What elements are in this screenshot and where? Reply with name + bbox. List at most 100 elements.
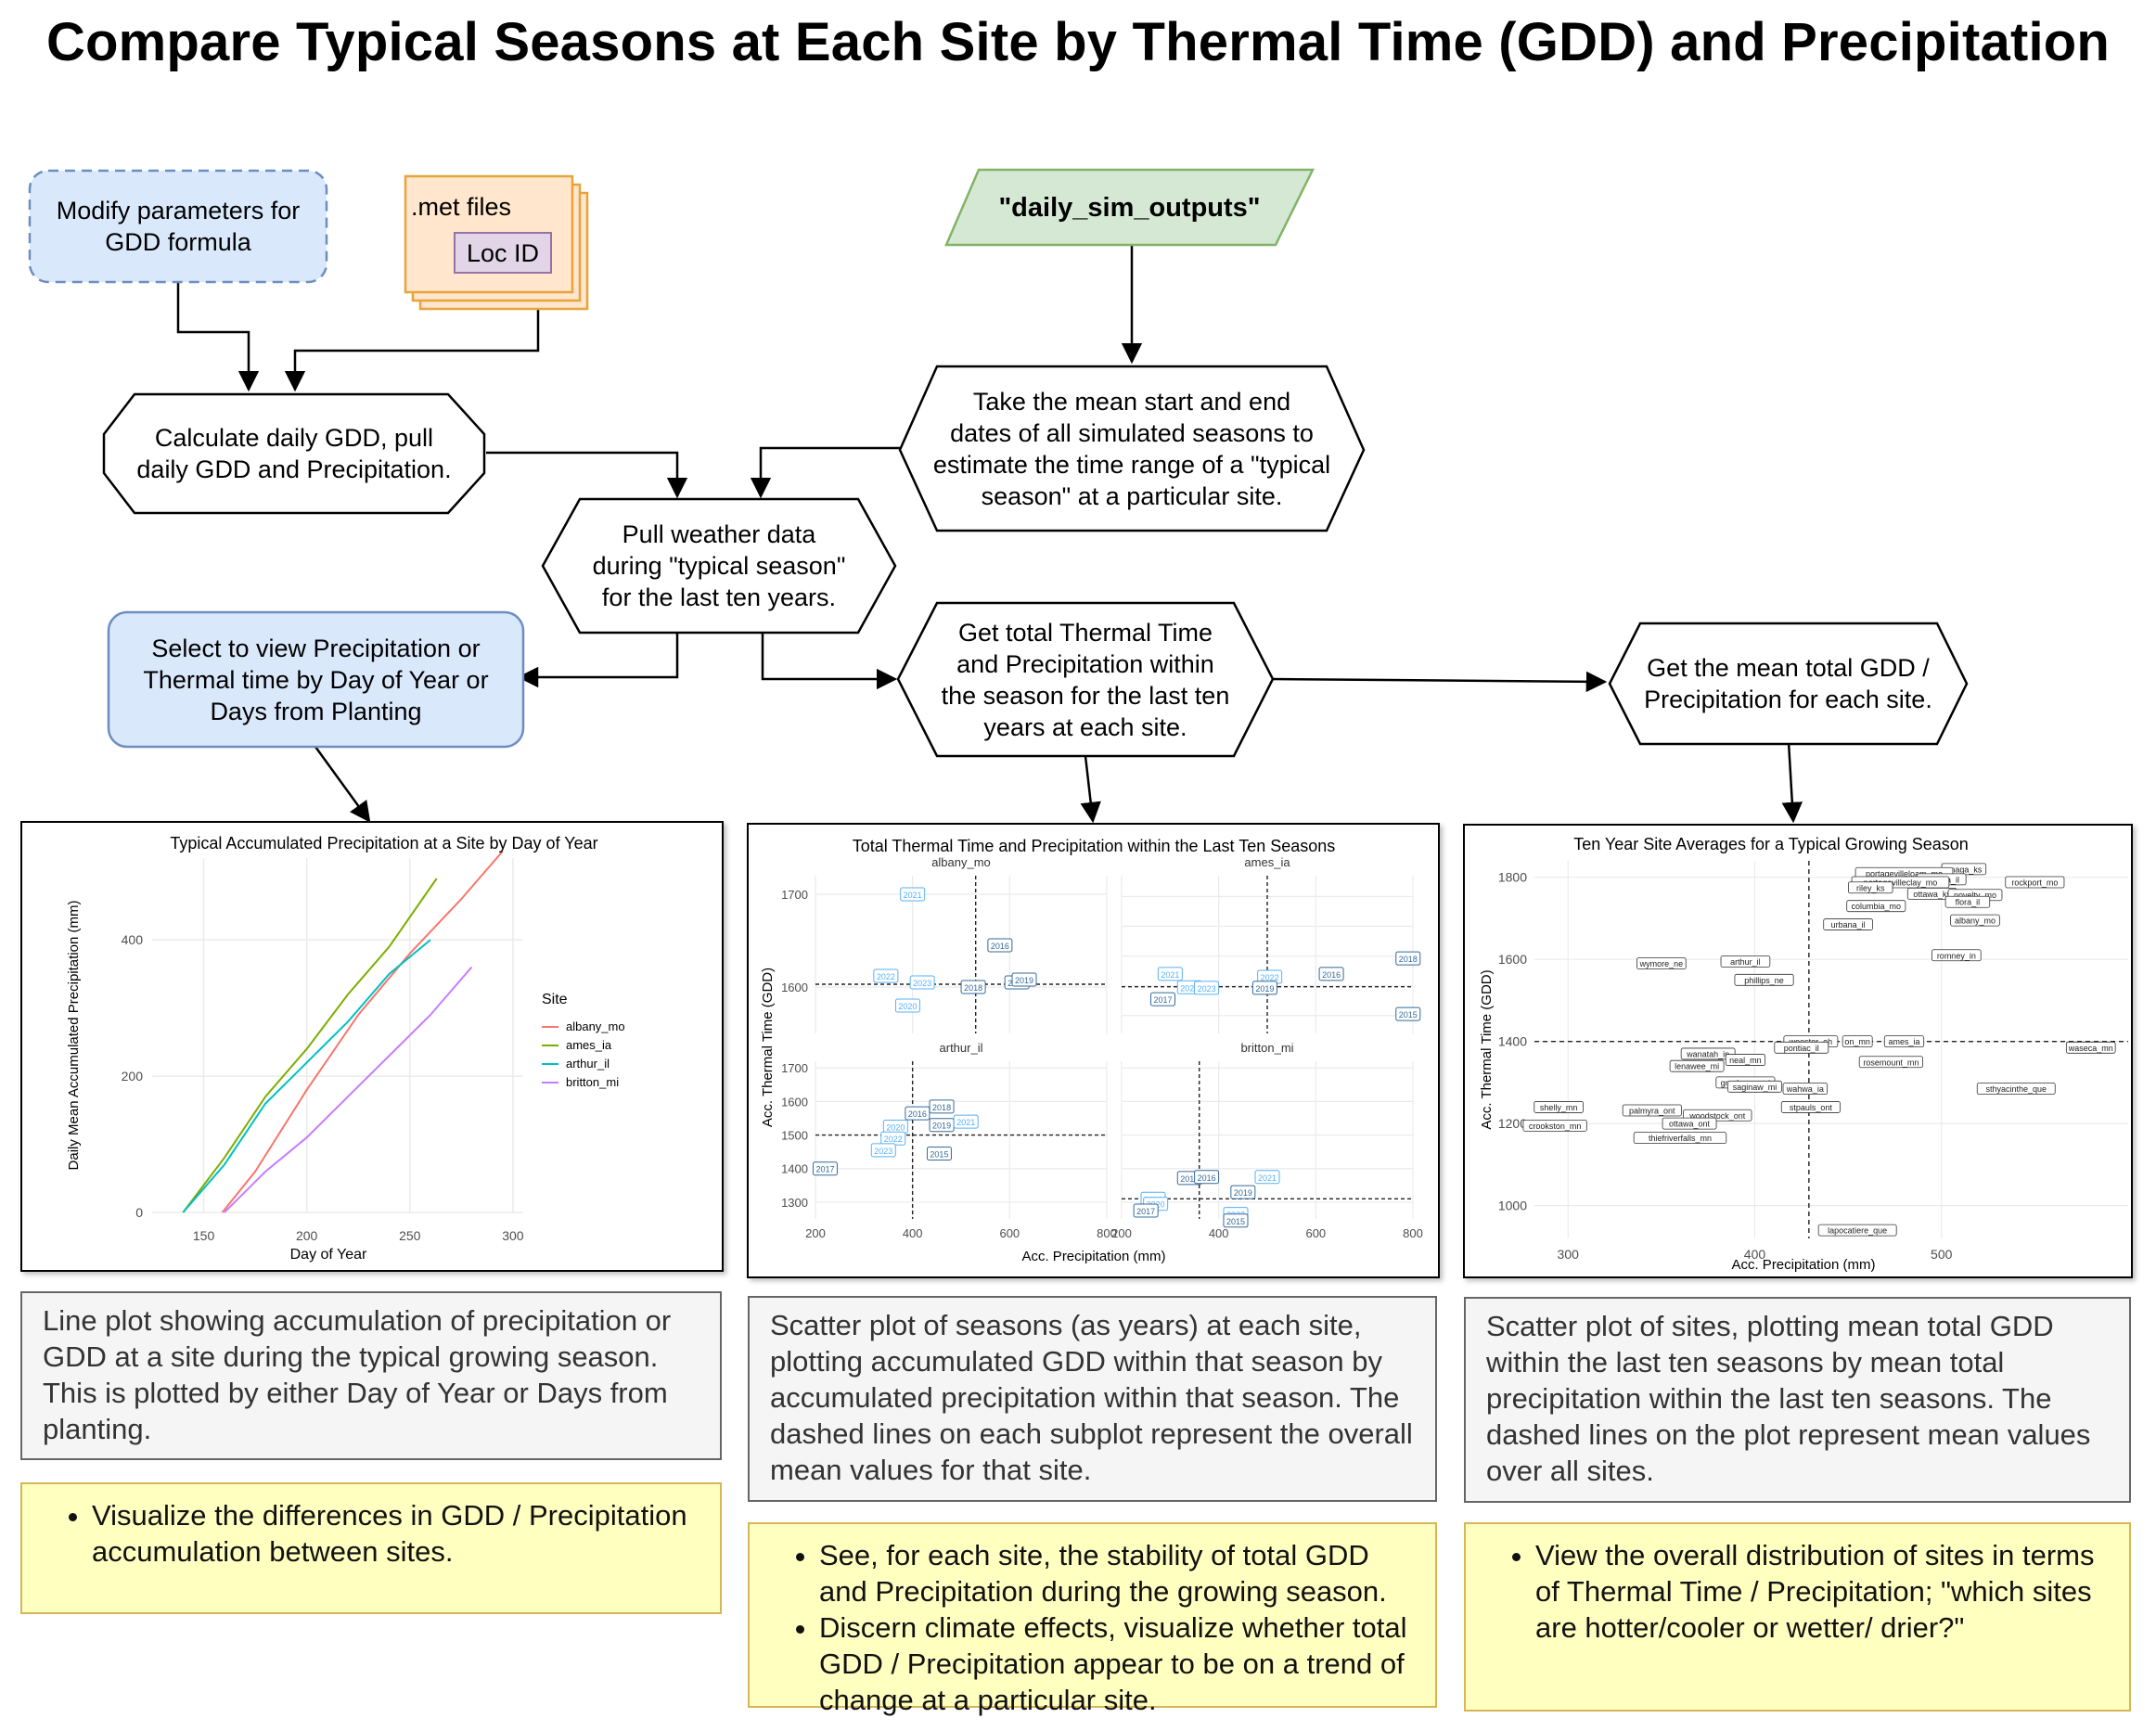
point-label-box xyxy=(987,938,1013,953)
point-label: 2018 xyxy=(932,1103,951,1112)
node-select-view[interactable]: Select to view Precipitation or Thermal … xyxy=(143,634,489,725)
point-label: 2021 xyxy=(904,891,922,900)
node-calc-gdd-shape xyxy=(102,392,486,515)
x-tick-label: 200 xyxy=(805,1226,826,1240)
x-tick-label: 300 xyxy=(502,1228,524,1243)
site-label-box xyxy=(1636,957,1687,969)
y-axis-label: Acc. Thermal Time (GDD) xyxy=(1479,969,1495,1129)
site-label: woodstock_ont xyxy=(1688,1111,1746,1121)
connector-met-to-calc xyxy=(284,306,540,392)
site-label-box xyxy=(1846,900,1906,913)
facet-title-arthur_il: arthur_il xyxy=(940,1041,983,1055)
site-label-box xyxy=(1858,1056,1924,1069)
y-tick-label: 200 xyxy=(122,1069,144,1083)
point-label: 2021 xyxy=(1161,970,1179,980)
site-label: wymore_ne xyxy=(1639,959,1684,968)
y-tick-label: 1500 xyxy=(781,1129,808,1143)
site-scatter-chart: Ten Year Site Averages for a Typical Gro… xyxy=(1479,835,2128,1273)
x-tick-label: 250 xyxy=(399,1228,421,1243)
x-axis-label: Day of Year xyxy=(290,1247,367,1263)
series-line-albany_mo xyxy=(221,851,504,1213)
site-label: neal_mn xyxy=(1729,1056,1762,1065)
met-files-label: .met files xyxy=(411,193,512,221)
point-label-box xyxy=(909,975,935,990)
y-tick-label: 1600 xyxy=(781,1095,808,1109)
point-label-box xyxy=(926,1146,952,1160)
node-get-total-shape xyxy=(896,601,1275,758)
point-label: 2015 xyxy=(930,1149,948,1159)
x-tick-label: 500 xyxy=(1931,1247,1953,1262)
y-tick-label: 400 xyxy=(122,932,144,947)
point-label-box xyxy=(1230,1185,1256,1199)
connector-pull-to-select xyxy=(517,631,679,688)
node-get-total: Get total Thermal Time and Precipitation… xyxy=(941,618,1230,741)
legend-label-ames_ia: ames_ia xyxy=(566,1038,612,1052)
site-label: shelly_mn xyxy=(1540,1103,1578,1112)
point-label: 2020 xyxy=(898,1002,917,1011)
connector-calc-to-pull xyxy=(486,451,688,499)
site-label: crookston_mn xyxy=(1529,1122,1582,1131)
site-label: on_mn xyxy=(1844,1037,1870,1046)
point-label: 2022 xyxy=(877,972,895,981)
site-label-box xyxy=(2005,876,2065,889)
y-tick-label: 1200 xyxy=(1498,1116,1527,1131)
point-label: 2023 xyxy=(1198,984,1216,994)
site-label: saginaw_mi xyxy=(1733,1083,1777,1092)
series-line-arthur_il xyxy=(182,939,431,1213)
node-daily-sim-outputs-shape xyxy=(944,168,1315,247)
site-scatter-description: Scatter plot of sites, plotting mean tot… xyxy=(1464,1297,2131,1503)
point-label: 2019 xyxy=(1234,1188,1252,1198)
connector-total-to-mean xyxy=(1270,671,1608,693)
site-label: flora_il xyxy=(1956,898,1981,907)
y-tick-label: 1300 xyxy=(781,1196,808,1210)
y-axis-label: Daily Mean Accumulated Precipitation (mm… xyxy=(66,901,82,1171)
y-tick-label: 1600 xyxy=(781,981,808,994)
point-label: 2017 xyxy=(1136,1207,1155,1216)
y-tick-label: 1000 xyxy=(1498,1199,1527,1213)
season-scatter-description: Scatter plot of seasons (as years) at ea… xyxy=(748,1296,1437,1502)
site-label-box xyxy=(1976,1083,2056,1095)
line-chart: 150 200 250 300 0 200 400 Typical Accumulated P… xyxy=(66,834,625,1263)
point-label-box xyxy=(1395,951,1421,966)
site-label: columbia_mo xyxy=(1852,902,1902,911)
point-label-box xyxy=(1133,1203,1159,1218)
site-label-box xyxy=(1680,1047,1736,1060)
chart-title: Total Thermal Time and Precipitation wit… xyxy=(853,837,1336,855)
line-chart-goals: Visualize the differences in GDD / Preci… xyxy=(20,1482,722,1614)
connector-params-to-calc xyxy=(176,281,260,392)
point-label: 2020 xyxy=(1180,983,1199,993)
x-tick-label: 200 xyxy=(1111,1226,1132,1240)
series-line-britton_mi xyxy=(224,966,473,1213)
chart-title: Typical Accumulated Precipitation at a S… xyxy=(170,834,597,853)
site-label-box xyxy=(1669,1059,1725,1072)
point-label-box xyxy=(929,1099,955,1114)
point-label: 2023 xyxy=(913,979,931,988)
site-label-box xyxy=(1727,1080,1782,1093)
site-label-box xyxy=(1944,895,1991,908)
node-select-view-shape xyxy=(107,610,525,749)
point-label: 2016 xyxy=(1322,970,1341,980)
site-label: ottawa_ont xyxy=(1669,1120,1711,1129)
site-label: sthyacinthe_que xyxy=(1985,1084,2047,1094)
node-pull-weather: Pull weather data during "typical season… xyxy=(592,520,846,611)
point-label-box xyxy=(953,1114,979,1129)
site-label-box xyxy=(1817,1224,1897,1237)
site-label: novelty_mo xyxy=(1954,891,1996,900)
point-label: 2016 xyxy=(991,942,1009,951)
point-label-box xyxy=(905,1106,930,1121)
site-label: wanatah_in xyxy=(1686,1049,1729,1058)
site-label: portagevilleloam_mo xyxy=(1866,869,1943,878)
point-label: 2019 xyxy=(932,1122,951,1131)
site-label: portagevilleclay_mo xyxy=(1864,878,1938,888)
point-label: 2018 xyxy=(1180,1174,1199,1184)
x-tick-label: 400 xyxy=(1209,1226,1229,1240)
site-label: riley_ks xyxy=(1856,883,1885,892)
x-tick-label: 600 xyxy=(1305,1226,1326,1240)
site-label-box xyxy=(1823,918,1873,930)
x-tick-label: 150 xyxy=(193,1228,215,1243)
point-label: 2021 xyxy=(1258,1173,1277,1183)
point-label-box xyxy=(1395,1007,1421,1021)
season-scatter-chart: Total Thermal Time and Precipitation wit… xyxy=(760,837,1423,1264)
point-label-box xyxy=(1318,967,1344,981)
